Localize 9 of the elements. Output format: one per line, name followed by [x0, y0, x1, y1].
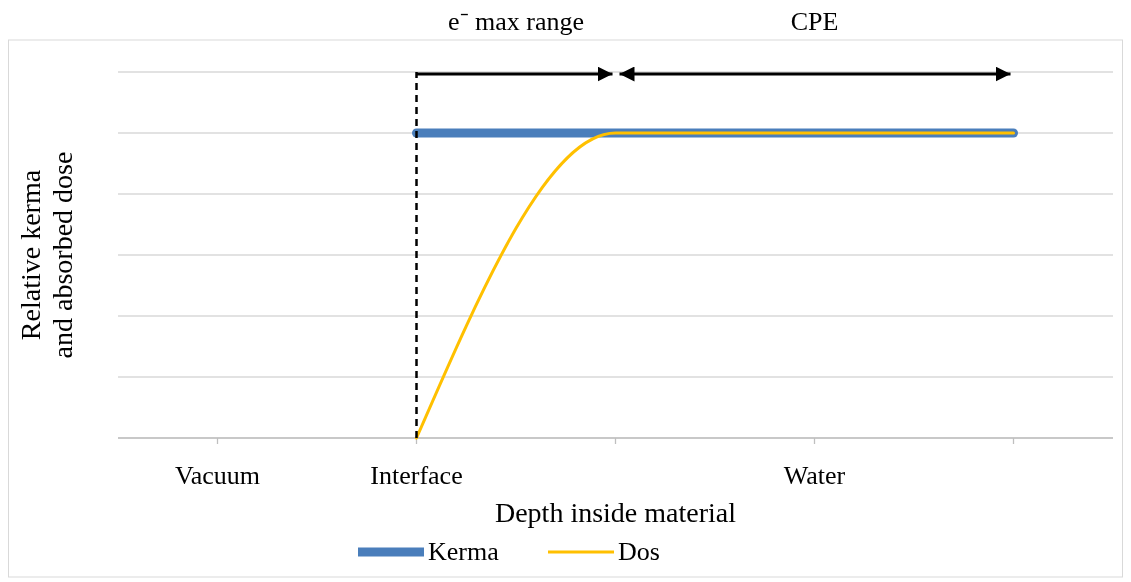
text: CPE — [790, 7, 839, 36]
y-axis-title: Relative kerma and absorbed dose — [15, 151, 78, 359]
x-tick-label: Vacuum — [174, 461, 261, 490]
legend-label: Kerma — [428, 537, 500, 566]
x-axis-title: Depth inside material — [494, 497, 737, 528]
legend-label: Dos — [618, 537, 660, 566]
x-tick-label: Interface — [370, 461, 463, 490]
x-tick-label: Water — [783, 461, 846, 490]
text: e⁻ max range — [447, 7, 585, 36]
